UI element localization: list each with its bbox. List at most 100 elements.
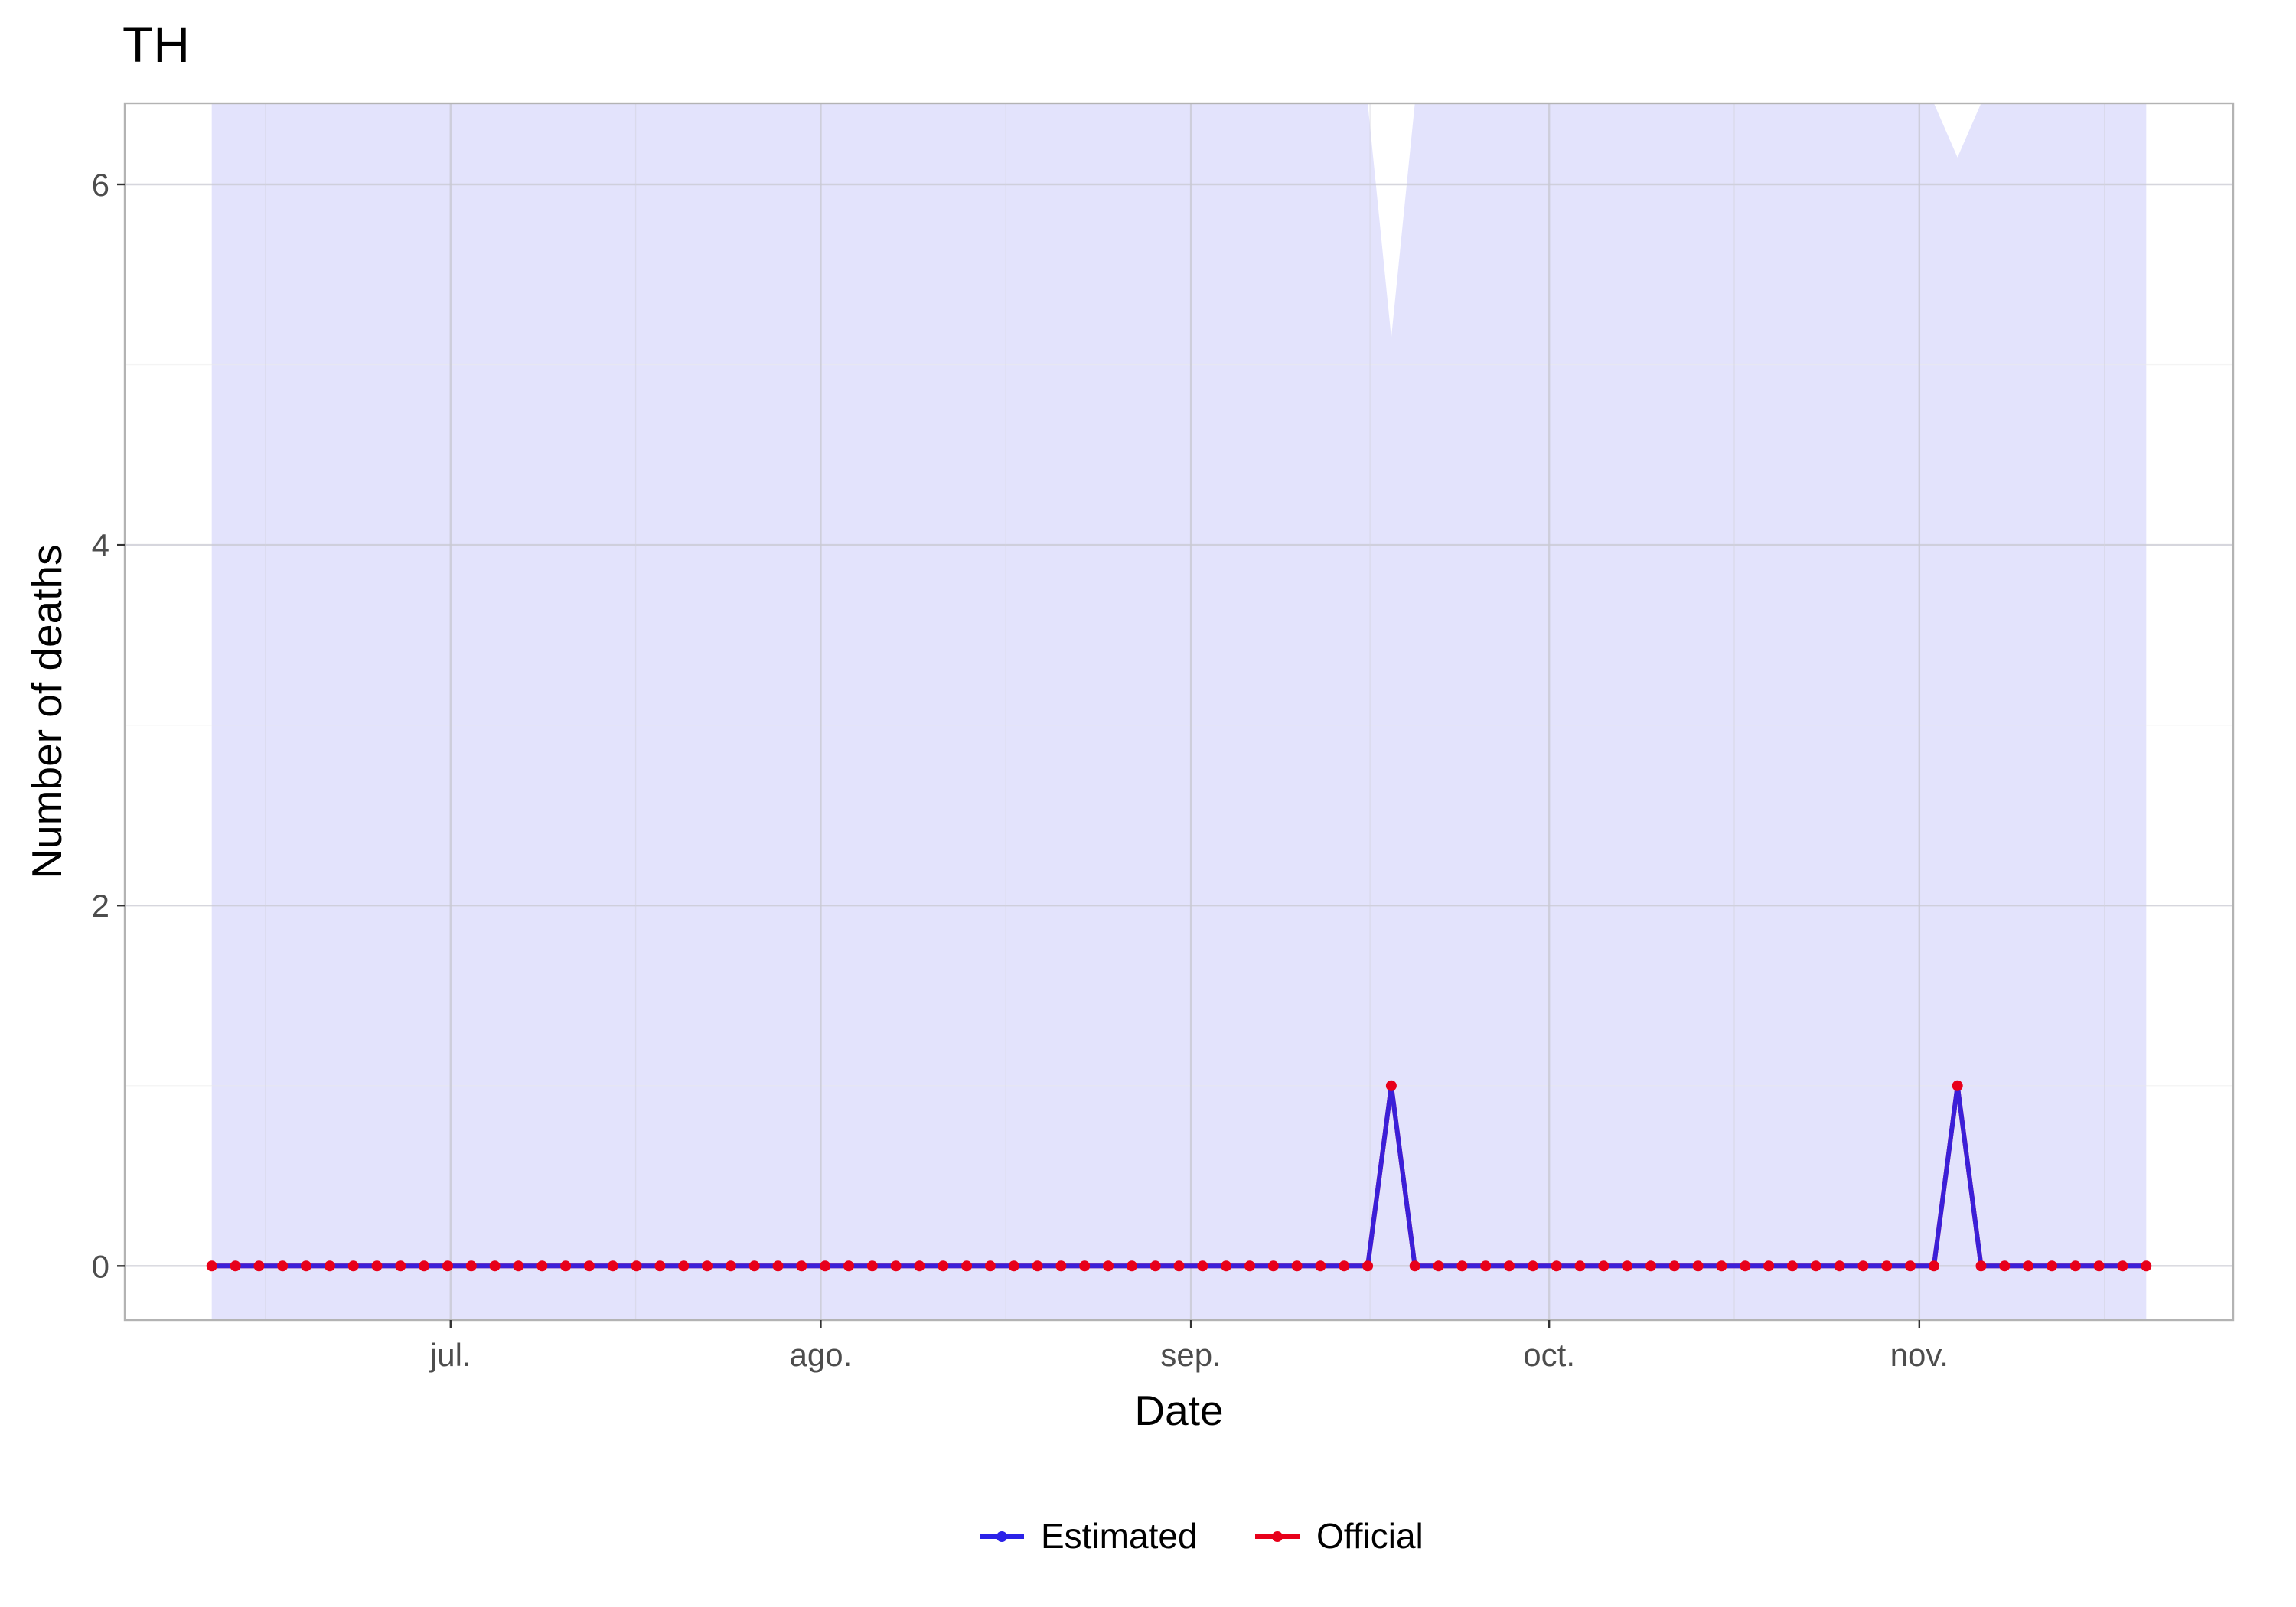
y-tick-label: 4 [92, 527, 109, 563]
legend-label: Official [1316, 1516, 1424, 1556]
official-point [890, 1260, 902, 1272]
official-point [1740, 1260, 1751, 1272]
official-point [725, 1260, 736, 1272]
official-point [1339, 1260, 1350, 1272]
official-point [277, 1260, 289, 1272]
official-point [1433, 1260, 1444, 1272]
official-point [347, 1260, 359, 1272]
official-point [1079, 1260, 1091, 1272]
official-point [631, 1260, 642, 1272]
y-tick-label: 2 [92, 888, 109, 924]
official-point [2093, 1260, 2105, 1272]
chart-title: TH [122, 16, 190, 73]
official-point [2141, 1260, 2152, 1272]
official-point [489, 1260, 501, 1272]
official-point [1150, 1260, 1161, 1272]
official-point [1362, 1260, 1374, 1272]
x-tick-label: sep. [1160, 1337, 1221, 1373]
official-point [560, 1260, 572, 1272]
official-point [1456, 1260, 1468, 1272]
official-point [1763, 1260, 1775, 1272]
confidence-band [211, 103, 2147, 1320]
x-axis: jul. ago. sep. oct. nov. [429, 1320, 1949, 1373]
official-point [914, 1260, 925, 1272]
official-point [1409, 1260, 1420, 1272]
official-point [2047, 1260, 2057, 1272]
official-point [583, 1260, 595, 1272]
official-point [938, 1260, 949, 1272]
gridlines [125, 103, 2233, 1320]
official-point [371, 1260, 383, 1272]
official-point [206, 1260, 217, 1272]
official-point [1126, 1260, 1137, 1272]
official-point [1668, 1260, 1680, 1272]
official-point [1055, 1260, 1067, 1272]
x-tick-label: ago. [790, 1337, 853, 1373]
official-point [465, 1260, 477, 1272]
y-axis: 0 2 4 6 [92, 167, 125, 1284]
official-point [513, 1260, 524, 1272]
official-point [2023, 1260, 2034, 1272]
official-point [796, 1260, 807, 1272]
y-tick-label: 0 [92, 1248, 109, 1284]
official-point [772, 1260, 784, 1272]
official-point [1928, 1260, 1939, 1272]
legend-key-point [1272, 1531, 1283, 1542]
official-point [1598, 1260, 1609, 1272]
official-point [1857, 1260, 1869, 1272]
official-point [607, 1260, 618, 1272]
official-point [1999, 1260, 2011, 1272]
official-point [536, 1260, 548, 1272]
official-point [1008, 1260, 1019, 1272]
official-point [1716, 1260, 1727, 1272]
official-point [1905, 1260, 1916, 1272]
official-point [419, 1260, 430, 1272]
legend-item-official: Official [1255, 1516, 1424, 1556]
official-point [253, 1260, 265, 1272]
official-point [1197, 1260, 1208, 1272]
legend: Estimated Official [980, 1516, 1424, 1556]
official-point [654, 1260, 666, 1272]
official-point [866, 1260, 878, 1272]
official-point [961, 1260, 973, 1272]
official-point [1810, 1260, 1821, 1272]
official-point [1975, 1260, 1987, 1272]
official-point [1267, 1260, 1279, 1272]
y-tick-label: 6 [92, 167, 109, 203]
official-point [678, 1260, 690, 1272]
official-point [1291, 1260, 1303, 1272]
official-point [1173, 1260, 1185, 1272]
official-point [1551, 1260, 1562, 1272]
official-point [1834, 1260, 1845, 1272]
official-point [1504, 1260, 1515, 1272]
official-point [702, 1260, 713, 1272]
official-point [748, 1260, 760, 1272]
official-point [1527, 1260, 1538, 1272]
official-point [1032, 1260, 1043, 1272]
legend-label: Estimated [1041, 1516, 1198, 1556]
official-point [1480, 1260, 1492, 1272]
official-point [230, 1260, 241, 1272]
official-point [1221, 1260, 1232, 1272]
official-point [2069, 1260, 2081, 1272]
y-axis-title: Number of deaths [23, 544, 70, 878]
official-point [1881, 1260, 1893, 1272]
official-point [1315, 1260, 1326, 1272]
official-point [1574, 1260, 1586, 1272]
official-point [1692, 1260, 1704, 1272]
official-point [843, 1260, 854, 1272]
panel-border [123, 102, 2235, 1322]
official-point [1952, 1080, 1963, 1091]
official-point [2117, 1260, 2128, 1272]
official-point [820, 1260, 831, 1272]
official-point [984, 1260, 996, 1272]
x-tick-label: oct. [1523, 1337, 1575, 1373]
x-tick-label: nov. [1890, 1337, 1949, 1373]
official-point [1385, 1080, 1397, 1091]
x-axis-title: Date [1134, 1387, 1223, 1434]
official-point [1622, 1260, 1633, 1272]
official-point [1244, 1260, 1255, 1272]
official-point [1786, 1260, 1798, 1272]
